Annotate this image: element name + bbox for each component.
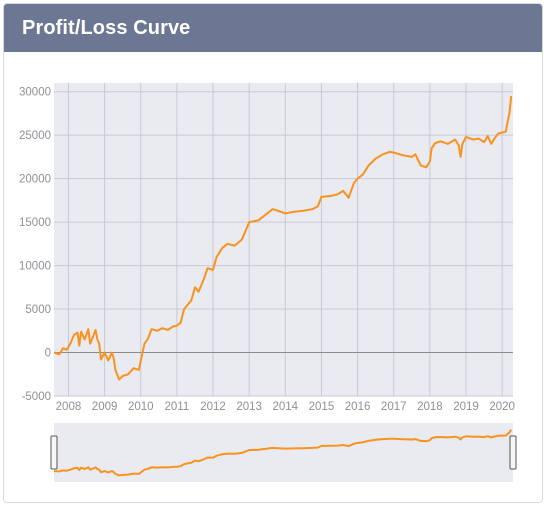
x-tick-label: 2014 [273,401,299,413]
plot-area [54,83,513,396]
card-header: Profit/Loss Curve [4,4,542,52]
y-tick-label: -5000 [22,391,51,403]
x-tick-label: 2013 [236,401,262,413]
x-tick-label: 2012 [200,401,226,413]
y-axis: 30000 25000 20000 15000 10000 5000 0 -5000 [19,87,51,403]
y-tick-label: 20000 [19,174,51,186]
x-tick-label: 2015 [309,401,335,413]
navigator-series-line [53,429,513,477]
x-tick-label: 2010 [128,401,154,413]
x-tick-label: 2011 [165,401,190,413]
y-tick-label: 25000 [19,130,51,142]
x-tick-label: 2009 [92,401,118,413]
x-axis: 2008 2009 2010 2011 2012 2013 2014 2015 2016 2017… [56,401,515,413]
card-title: Profit/Loss Curve [22,17,191,39]
y-tick-label: 30000 [19,87,51,99]
x-tick-label: 2008 [56,401,82,413]
grid [54,83,513,397]
x-tick-label: 2016 [345,401,371,413]
x-tick-label: 2019 [453,401,479,413]
y-tick-label: 10000 [19,261,51,273]
y-tick-label: 15000 [19,217,51,229]
x-tick-label: 2020 [489,401,515,413]
x-tick-label: 2017 [381,401,407,413]
x-tick-label: 2018 [417,401,443,413]
navigator-plot-area[interactable] [54,423,513,482]
navigator-handle-left[interactable] [50,435,58,470]
navigator-handle-right[interactable] [509,435,517,470]
y-tick-label: 0 [45,348,51,360]
series-line-profit-loss [53,95,513,381]
y-tick-label: 5000 [25,304,51,316]
